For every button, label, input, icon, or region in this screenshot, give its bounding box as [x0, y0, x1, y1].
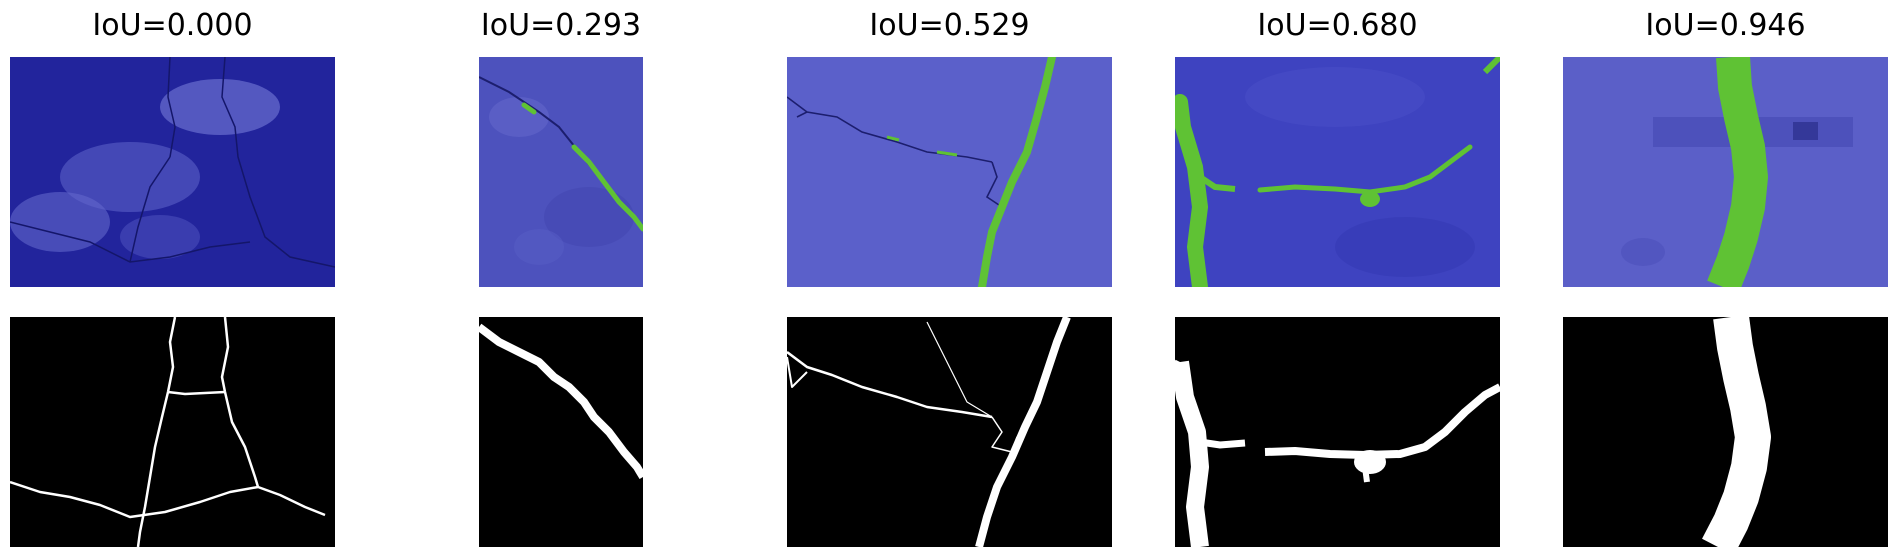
overlay-image-2 — [479, 57, 643, 287]
column-title-3: IoU=0.529 — [869, 8, 1030, 43]
overlay-image-4 — [1175, 57, 1500, 287]
overlay-image-1 — [10, 57, 335, 287]
column-title-2: IoU=0.293 — [480, 8, 642, 43]
mask-image-2 — [479, 317, 643, 547]
mask-image-4 — [1175, 317, 1500, 547]
column-title-4: IoU=0.680 — [1257, 8, 1418, 43]
overlay-image-5 — [1563, 57, 1888, 287]
overlay-image-3 — [787, 57, 1112, 287]
mask-image-5 — [1563, 317, 1888, 547]
mask-image-3 — [787, 317, 1112, 547]
column-title-5: IoU=0.946 — [1645, 8, 1806, 43]
column-title-1: IoU=0.000 — [92, 8, 253, 43]
mask-image-1 — [10, 317, 335, 547]
